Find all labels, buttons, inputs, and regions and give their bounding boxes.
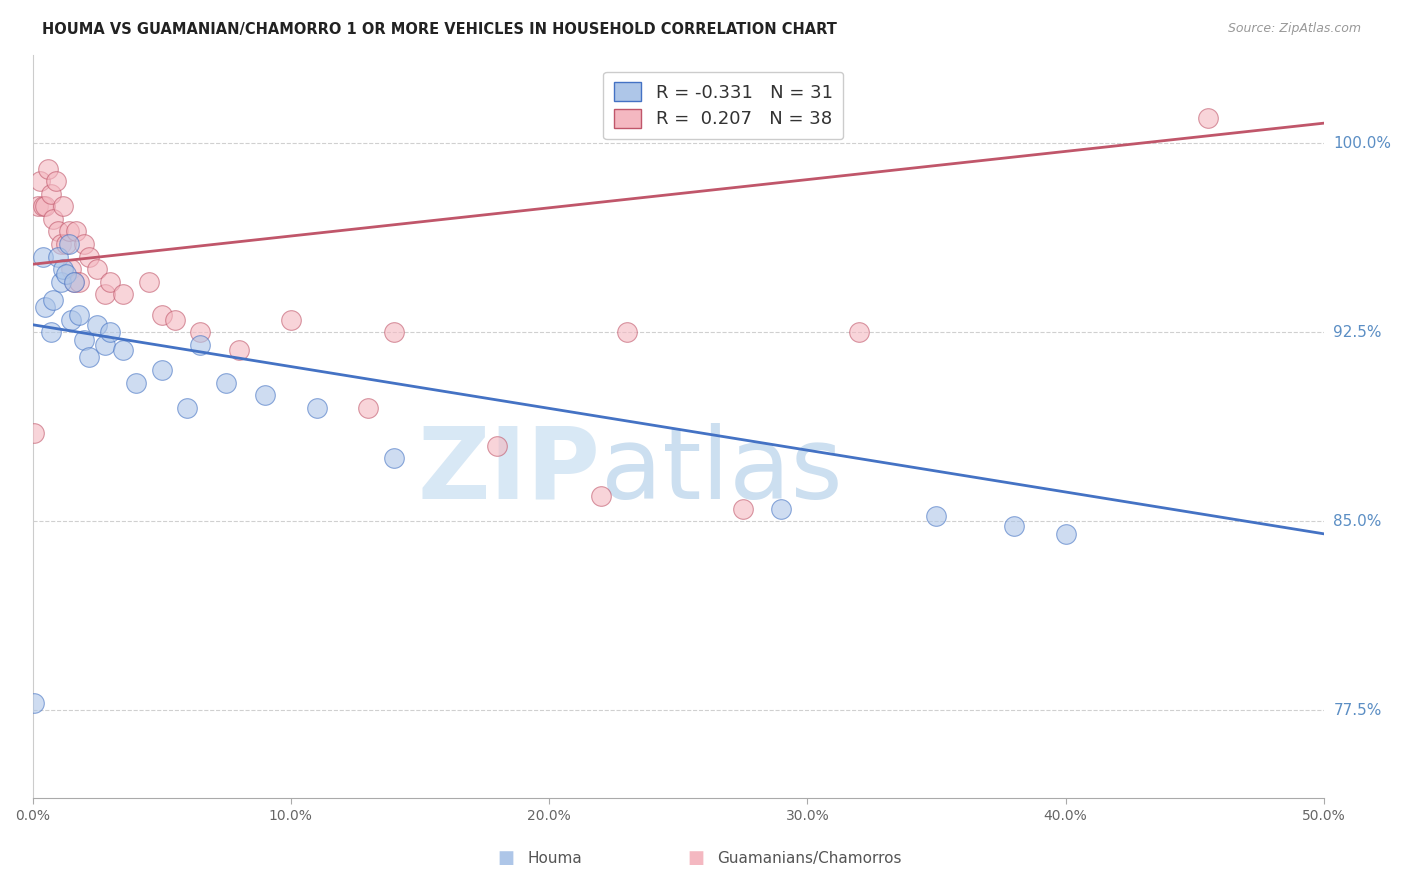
- Point: [616, 326, 638, 340]
- Point: [305, 401, 328, 415]
- Point: [111, 287, 134, 301]
- Point: [27, 199, 49, 213]
- Text: 77.5%: 77.5%: [1333, 703, 1382, 718]
- Point: [22, 425, 45, 440]
- Point: [176, 401, 198, 415]
- Point: [731, 501, 754, 516]
- Point: [86, 318, 108, 332]
- Point: [67, 275, 90, 289]
- Text: ZIP: ZIP: [418, 423, 600, 520]
- Point: [163, 312, 186, 326]
- Point: [1054, 526, 1077, 541]
- Text: 85.0%: 85.0%: [1333, 514, 1382, 529]
- Point: [73, 333, 96, 347]
- Point: [52, 199, 75, 213]
- Point: [98, 326, 121, 340]
- Point: [138, 275, 160, 289]
- Point: [280, 312, 302, 326]
- Point: [79, 250, 101, 264]
- Point: [65, 225, 87, 239]
- Text: Houma: Houma: [527, 851, 582, 865]
- Point: [52, 262, 75, 277]
- Point: [150, 308, 173, 322]
- Point: [49, 237, 72, 252]
- Point: [55, 268, 77, 282]
- Point: [382, 326, 405, 340]
- Point: [46, 225, 69, 239]
- Point: [190, 326, 212, 340]
- Point: [111, 343, 134, 357]
- Text: 92.5%: 92.5%: [1333, 325, 1382, 340]
- Point: [30, 174, 52, 188]
- Point: [42, 293, 65, 307]
- Point: [60, 262, 83, 277]
- Point: [86, 262, 108, 277]
- Point: [37, 161, 59, 176]
- Point: [39, 186, 62, 201]
- Text: 100.0%: 100.0%: [1333, 136, 1392, 151]
- Point: [39, 326, 62, 340]
- Point: [125, 376, 148, 390]
- Point: [94, 287, 117, 301]
- Text: ■: ■: [498, 849, 515, 867]
- Point: [58, 237, 80, 252]
- Point: [228, 343, 250, 357]
- Point: [55, 237, 77, 252]
- Point: [1197, 111, 1219, 125]
- Point: [215, 376, 238, 390]
- Point: [382, 451, 405, 466]
- Point: [79, 351, 101, 365]
- Point: [770, 501, 793, 516]
- Point: [60, 312, 83, 326]
- Legend: R = -0.331   N = 31, R =  0.207   N = 38: R = -0.331 N = 31, R = 0.207 N = 38: [603, 71, 844, 139]
- Point: [1002, 519, 1025, 533]
- Point: [34, 300, 56, 314]
- Point: [190, 338, 212, 352]
- Text: ■: ■: [688, 849, 704, 867]
- Point: [486, 439, 509, 453]
- Point: [848, 326, 870, 340]
- Point: [925, 509, 948, 524]
- Point: [150, 363, 173, 377]
- Text: Source: ZipAtlas.com: Source: ZipAtlas.com: [1227, 22, 1361, 36]
- Point: [58, 225, 80, 239]
- Point: [31, 250, 53, 264]
- Point: [73, 237, 96, 252]
- Text: atlas: atlas: [600, 423, 842, 520]
- Point: [45, 174, 67, 188]
- Text: Guamanians/Chamorros: Guamanians/Chamorros: [717, 851, 901, 865]
- Point: [67, 308, 90, 322]
- Point: [63, 275, 86, 289]
- Point: [22, 696, 45, 710]
- Point: [253, 388, 276, 402]
- Point: [357, 401, 380, 415]
- Text: HOUMA VS GUAMANIAN/CHAMORRO 1 OR MORE VEHICLES IN HOUSEHOLD CORRELATION CHART: HOUMA VS GUAMANIAN/CHAMORRO 1 OR MORE VE…: [42, 22, 837, 37]
- Point: [49, 275, 72, 289]
- Point: [589, 489, 612, 503]
- Point: [63, 275, 86, 289]
- Point: [42, 211, 65, 226]
- Point: [31, 199, 53, 213]
- Point: [98, 275, 121, 289]
- Point: [46, 250, 69, 264]
- Point: [94, 338, 117, 352]
- Point: [34, 199, 56, 213]
